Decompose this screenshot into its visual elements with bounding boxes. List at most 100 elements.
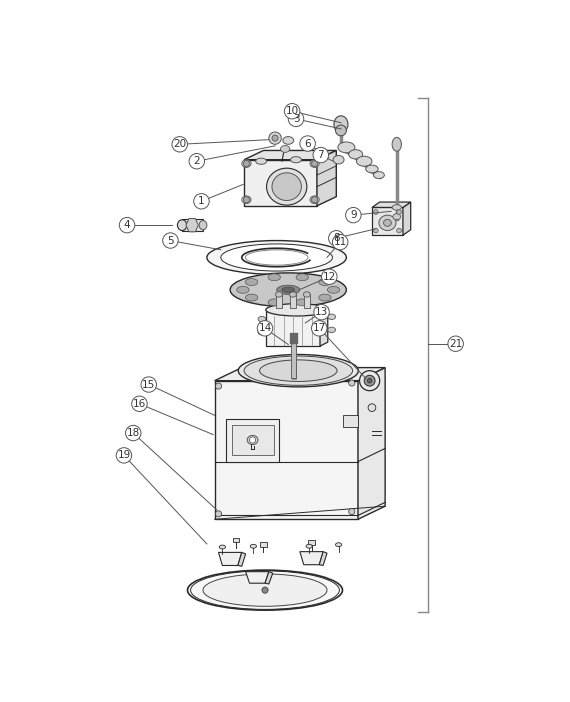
Circle shape xyxy=(321,269,337,284)
Ellipse shape xyxy=(328,314,336,319)
Polygon shape xyxy=(215,368,385,380)
Circle shape xyxy=(349,380,355,386)
Circle shape xyxy=(269,132,281,145)
Text: 5: 5 xyxy=(167,236,174,246)
Circle shape xyxy=(250,437,256,443)
Circle shape xyxy=(172,137,188,152)
Text: 13: 13 xyxy=(315,307,328,317)
Text: 2: 2 xyxy=(193,157,200,166)
Ellipse shape xyxy=(392,138,401,151)
Text: 18: 18 xyxy=(127,428,140,438)
Text: 8: 8 xyxy=(333,233,340,243)
Ellipse shape xyxy=(290,292,296,297)
Polygon shape xyxy=(317,150,336,206)
Polygon shape xyxy=(186,218,198,232)
Ellipse shape xyxy=(242,159,251,167)
Ellipse shape xyxy=(296,274,308,281)
Text: 9: 9 xyxy=(350,210,357,220)
Text: 6: 6 xyxy=(304,138,311,149)
Ellipse shape xyxy=(310,159,319,167)
Circle shape xyxy=(116,448,132,463)
Ellipse shape xyxy=(334,116,348,133)
Ellipse shape xyxy=(268,299,280,306)
Ellipse shape xyxy=(219,545,226,549)
Circle shape xyxy=(314,305,329,320)
Text: 7: 7 xyxy=(317,150,324,160)
Ellipse shape xyxy=(276,285,300,294)
Text: 16: 16 xyxy=(133,399,146,409)
Ellipse shape xyxy=(188,570,343,610)
Ellipse shape xyxy=(199,220,207,230)
Ellipse shape xyxy=(280,145,290,152)
Circle shape xyxy=(345,207,361,223)
Ellipse shape xyxy=(366,165,378,173)
Ellipse shape xyxy=(203,574,327,607)
Circle shape xyxy=(162,233,178,249)
Polygon shape xyxy=(246,571,269,583)
Ellipse shape xyxy=(379,215,396,230)
Circle shape xyxy=(311,161,317,166)
Ellipse shape xyxy=(245,250,308,265)
Polygon shape xyxy=(403,202,411,235)
Ellipse shape xyxy=(384,219,392,226)
Ellipse shape xyxy=(310,196,319,204)
Ellipse shape xyxy=(266,304,328,316)
Text: 3: 3 xyxy=(292,114,299,124)
Ellipse shape xyxy=(306,544,312,548)
Polygon shape xyxy=(244,150,336,159)
Ellipse shape xyxy=(336,125,347,135)
Bar xyxy=(304,294,310,308)
Bar xyxy=(260,543,267,547)
Polygon shape xyxy=(244,159,317,206)
Circle shape xyxy=(368,404,376,411)
Polygon shape xyxy=(300,552,323,564)
Ellipse shape xyxy=(177,220,187,230)
Circle shape xyxy=(349,508,355,515)
Circle shape xyxy=(215,383,222,389)
Ellipse shape xyxy=(282,287,295,293)
Text: 15: 15 xyxy=(142,380,156,390)
Ellipse shape xyxy=(327,286,340,293)
Ellipse shape xyxy=(267,168,307,205)
Polygon shape xyxy=(218,552,242,566)
Polygon shape xyxy=(358,368,385,519)
Ellipse shape xyxy=(319,294,331,301)
Bar xyxy=(291,338,296,378)
Ellipse shape xyxy=(393,213,401,220)
Circle shape xyxy=(397,228,401,233)
Ellipse shape xyxy=(256,158,267,164)
Text: 4: 4 xyxy=(124,220,131,230)
Circle shape xyxy=(272,135,278,141)
Ellipse shape xyxy=(283,137,294,145)
Circle shape xyxy=(364,376,375,386)
Circle shape xyxy=(119,218,135,233)
Polygon shape xyxy=(182,219,203,232)
Circle shape xyxy=(313,147,328,163)
Circle shape xyxy=(311,197,317,203)
Circle shape xyxy=(448,336,463,352)
Ellipse shape xyxy=(333,155,344,164)
Polygon shape xyxy=(372,202,411,207)
Ellipse shape xyxy=(328,327,336,333)
Ellipse shape xyxy=(296,299,308,306)
Ellipse shape xyxy=(247,435,258,444)
Bar xyxy=(233,538,239,543)
Ellipse shape xyxy=(319,279,331,286)
Circle shape xyxy=(367,378,372,383)
Text: 10: 10 xyxy=(286,106,299,117)
Ellipse shape xyxy=(275,292,283,297)
Ellipse shape xyxy=(268,274,280,281)
Circle shape xyxy=(300,135,315,151)
Text: 21: 21 xyxy=(449,339,462,349)
Circle shape xyxy=(373,228,378,233)
Ellipse shape xyxy=(336,543,342,547)
Polygon shape xyxy=(265,571,273,584)
Bar xyxy=(276,294,282,308)
Polygon shape xyxy=(238,552,246,567)
Text: 14: 14 xyxy=(258,324,272,333)
Polygon shape xyxy=(372,207,403,235)
Bar xyxy=(231,425,274,456)
Ellipse shape xyxy=(221,244,332,271)
Text: 12: 12 xyxy=(323,272,336,282)
Ellipse shape xyxy=(392,205,401,210)
